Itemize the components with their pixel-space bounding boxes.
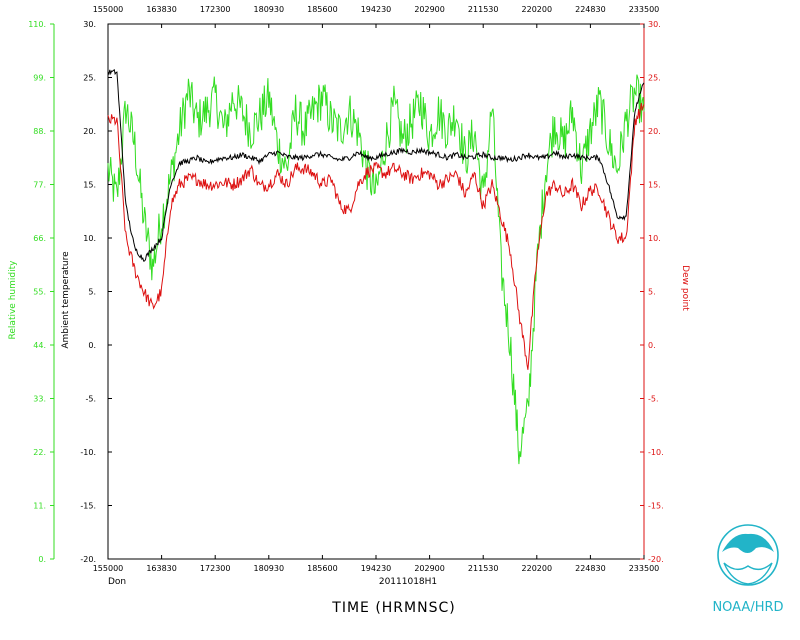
humidity-tick-label: 66. [33, 234, 46, 243]
dewpoint-tick-label: -10. [648, 448, 664, 457]
x-top-tick-label: 233500 [629, 5, 660, 14]
temperature-tick-label: 20. [83, 127, 96, 136]
humidity-tick-label: 55. [33, 288, 46, 297]
noaa-logo-outer-ring [717, 524, 779, 586]
dewpoint-tick-label: -20. [648, 555, 664, 564]
dewpoint-tick-label: 15. [648, 181, 661, 190]
temperature-tick-label: -5. [85, 395, 96, 404]
humidity-tick-label: 33. [33, 395, 46, 404]
x-axis-top-ticks: 155000 163830 172300 180930 185600 194230 2029… [93, 5, 660, 28]
storm-name: Don [108, 577, 126, 587]
humidity-axis-ticks: 110. 99. 88. 77. 66. 55. 44. 33. 22. 11. 0. [28, 20, 54, 564]
noaa-logo-bird [722, 533, 774, 553]
temperature-tick-label: 15. [83, 181, 96, 190]
x-top-tick-label: 194230 [361, 5, 392, 14]
x-bottom-tick-label: 220200 [522, 564, 553, 573]
x-bottom-tick-label: 202900 [414, 564, 445, 573]
x-bottom-tick-label: 180930 [254, 564, 285, 573]
x-top-tick-label: 155000 [93, 5, 124, 14]
humidity-tick-label: 99. [33, 74, 46, 83]
humidity-tick-label: 44. [33, 341, 46, 350]
humidity-tick-label: 77. [33, 181, 46, 190]
humidity-tick-label: 110. [28, 20, 46, 29]
x-top-tick-label: 211530 [468, 5, 499, 14]
dewpoint-tick-label: 0. [648, 341, 656, 350]
dewpoint-tick-label: -15. [648, 502, 664, 511]
temperature-axis-label: Ambient temperature [61, 251, 71, 349]
humidity-tick-label: 11. [33, 502, 46, 511]
temperature-tick-label: 30. [83, 20, 96, 29]
temperature-tick-label: -20. [80, 555, 96, 564]
temperature-tick-label: 25. [83, 74, 96, 83]
humidity-tick-label: 0. [38, 555, 46, 564]
temperature-tick-label: 0. [88, 341, 96, 350]
temperature-tick-label: -15. [80, 502, 96, 511]
x-bottom-tick-label: 172300 [200, 564, 231, 573]
x-axis-bottom-ticks: 155000 163830 172300 180930 185600 194230 2029… [93, 555, 660, 573]
dewpoint-tick-label: 5. [648, 288, 656, 297]
x-top-tick-label: 180930 [254, 5, 285, 14]
temperature-tick-label: 5. [88, 288, 96, 297]
noaa-logo-wave [723, 562, 773, 585]
noaa-logo: NOAA/HRD [712, 524, 784, 615]
dewpoint-series-line [107, 102, 645, 370]
x-top-tick-label: 172300 [200, 5, 231, 14]
humidity-axis-label: Relative humidity [8, 260, 18, 340]
x-axis-label: TIME (HRMNSC) [331, 600, 455, 616]
x-top-tick-label: 185600 [307, 5, 338, 14]
dewpoint-tick-label: 20. [648, 127, 661, 136]
x-bottom-tick-label: 224830 [575, 564, 606, 573]
dewpoint-tick-label: 25. [648, 74, 661, 83]
x-bottom-tick-label: 211530 [468, 564, 499, 573]
x-bottom-tick-label: 163830 [146, 564, 177, 573]
x-bottom-tick-label: 233500 [629, 564, 660, 573]
dewpoint-tick-label: 10. [648, 234, 661, 243]
flight-id: 20111018H1 [379, 577, 437, 587]
series-layer [107, 68, 645, 465]
x-top-tick-label: 163830 [146, 5, 177, 14]
x-top-tick-label: 224830 [575, 5, 606, 14]
temperature-tick-label: 10. [83, 234, 96, 243]
temperature-axis-ticks: 30. 25. 20. 15. 10. 5. 0. -5. -10. -15. -20. [80, 20, 112, 564]
dewpoint-tick-label: -5. [648, 395, 659, 404]
x-bottom-tick-label: 155000 [93, 564, 124, 573]
plot-frame [107, 23, 645, 560]
dewpoint-axis-label: Dew point [680, 265, 690, 311]
noaa-logo-text: NOAA/HRD [712, 600, 783, 615]
x-bottom-tick-label: 194230 [361, 564, 392, 573]
x-bottom-tick-label: 185600 [307, 564, 338, 573]
temperature-tick-label: -10. [80, 448, 96, 457]
x-top-tick-label: 220200 [522, 5, 553, 14]
humidity-tick-label: 22. [33, 448, 46, 457]
x-top-tick-label: 202900 [414, 5, 445, 14]
temperature-series-line [107, 68, 645, 262]
humidity-tick-label: 88. [33, 127, 46, 136]
humidity-series-line [107, 74, 645, 465]
dewpoint-tick-label: 30. [648, 20, 661, 29]
dewpoint-axis-ticks: 30. 25. 20. 15. 10. 5. 0. -5. -10. -15. -20. [640, 20, 664, 564]
